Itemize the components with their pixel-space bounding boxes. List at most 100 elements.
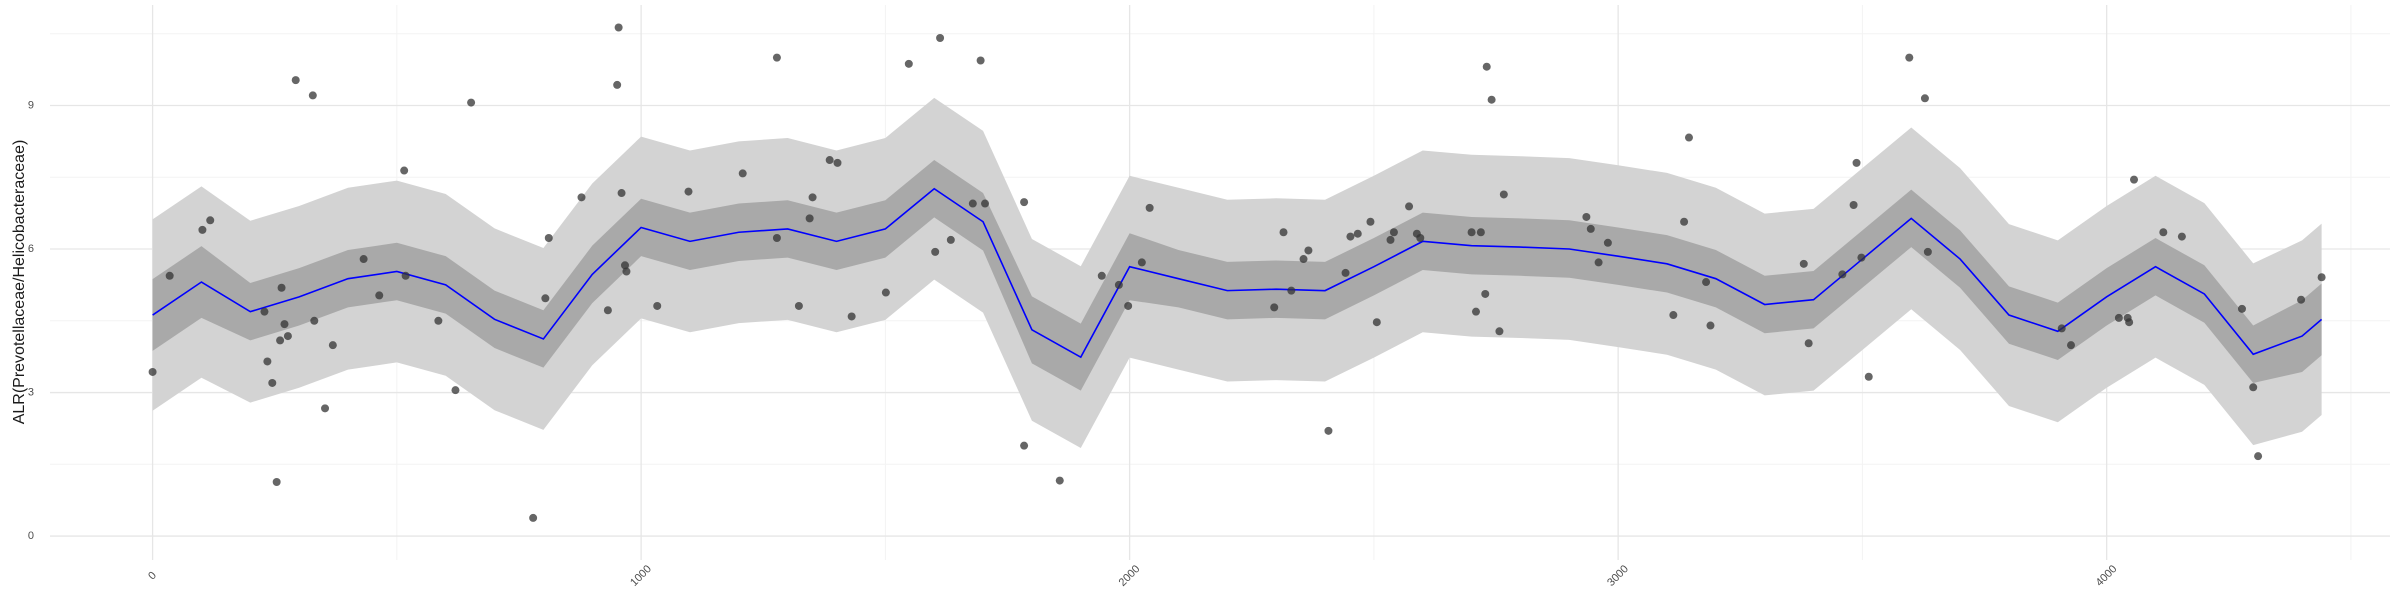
point: [1137, 258, 1146, 267]
point: [2066, 341, 2075, 350]
point: [617, 189, 626, 198]
point: [1055, 476, 1064, 485]
point: [2177, 232, 2186, 241]
point: [268, 378, 277, 387]
point: [1499, 190, 1508, 199]
point: [2159, 228, 2168, 237]
point: [310, 316, 319, 325]
point: [1680, 217, 1689, 226]
x-tick-label: 1000: [628, 563, 654, 589]
point: [1905, 53, 1914, 62]
point: [1706, 321, 1715, 330]
point: [1852, 158, 1861, 167]
point: [904, 59, 913, 68]
point: [620, 261, 629, 270]
point: [2237, 304, 2246, 313]
point: [1372, 318, 1381, 327]
point: [614, 23, 623, 32]
point: [1799, 259, 1808, 268]
point: [1124, 301, 1133, 310]
point: [283, 332, 292, 341]
point: [1467, 228, 1476, 237]
y-tick-label: 3: [28, 386, 34, 398]
point: [1304, 246, 1313, 255]
point: [467, 98, 476, 107]
point: [772, 234, 781, 243]
point: [328, 341, 337, 350]
point: [1145, 203, 1154, 212]
point: [276, 336, 285, 345]
point: [2254, 452, 2263, 461]
point: [280, 320, 289, 329]
point: [1482, 62, 1491, 71]
point: [622, 267, 631, 276]
x-tick-label: 2000: [1117, 563, 1143, 589]
point: [936, 34, 945, 43]
point: [541, 294, 550, 303]
point: [794, 301, 803, 310]
point: [1299, 255, 1308, 264]
point: [881, 288, 890, 297]
point: [833, 158, 842, 167]
point: [1341, 268, 1350, 277]
point: [603, 306, 612, 315]
point: [738, 169, 747, 178]
point: [2317, 273, 2326, 282]
point: [1287, 286, 1296, 295]
point: [198, 225, 207, 234]
point: [808, 193, 817, 202]
point: [321, 404, 330, 413]
point: [1487, 95, 1496, 104]
point: [2125, 318, 2134, 327]
point: [2297, 295, 2306, 304]
point: [684, 187, 693, 196]
point: [1471, 307, 1480, 316]
point: [1849, 200, 1858, 209]
y-tick-label: 6: [28, 243, 34, 255]
y-tick-label: 9: [28, 99, 34, 111]
point: [1416, 234, 1425, 243]
point: [931, 247, 940, 256]
point: [165, 271, 174, 280]
point: [1114, 280, 1123, 289]
point: [653, 301, 662, 310]
point: [1923, 247, 1932, 256]
point: [968, 199, 977, 208]
point: [451, 386, 460, 395]
point: [544, 234, 553, 243]
y-tick-label: 0: [28, 530, 34, 542]
point: [2249, 383, 2258, 392]
x-tick-label: 3000: [1605, 563, 1631, 589]
point: [1804, 339, 1813, 348]
point: [401, 271, 410, 280]
point: [1020, 441, 1029, 450]
point: [375, 291, 384, 300]
point: [976, 56, 985, 65]
point: [1495, 327, 1504, 336]
point: [272, 478, 281, 487]
point: [277, 283, 286, 292]
point: [805, 214, 814, 223]
point: [1864, 372, 1873, 381]
point: [1481, 289, 1490, 298]
point: [825, 156, 834, 165]
x-tick-label: 0: [146, 570, 159, 583]
point: [1684, 133, 1693, 142]
point: [359, 255, 368, 264]
point: [400, 166, 409, 175]
point: [291, 76, 300, 85]
x-tick-label: 4000: [2094, 563, 2120, 589]
point: [1353, 229, 1362, 238]
point: [1586, 224, 1595, 233]
point: [981, 199, 990, 208]
point: [1582, 212, 1591, 221]
point: [434, 316, 443, 325]
point: [613, 80, 622, 89]
point: [2130, 175, 2139, 184]
inner-band: [152, 160, 2322, 391]
point: [1669, 311, 1678, 320]
point: [308, 91, 317, 100]
point: [1389, 228, 1398, 237]
